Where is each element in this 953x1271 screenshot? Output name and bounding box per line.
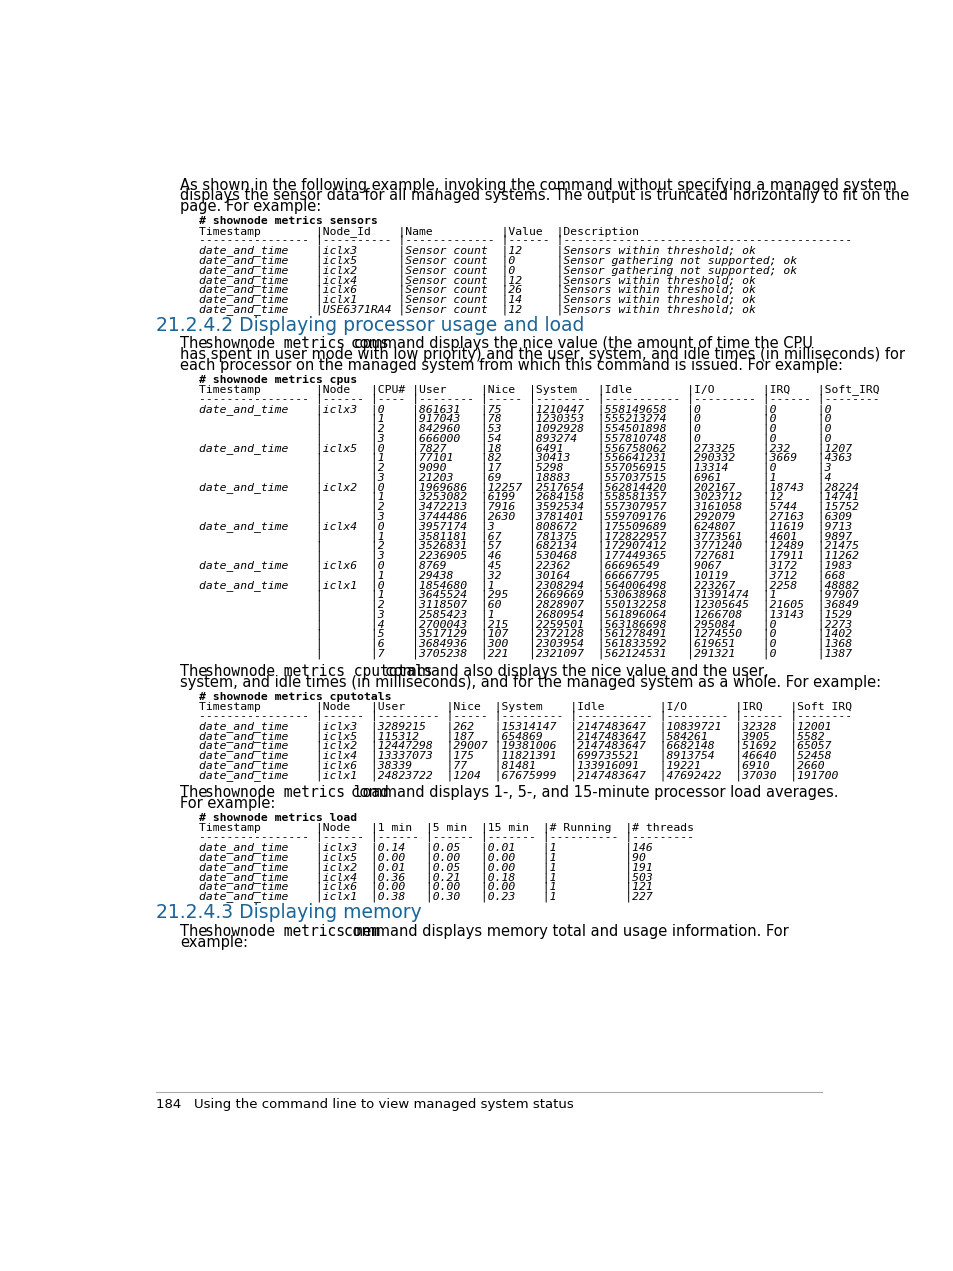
- Text: The: The: [180, 924, 212, 939]
- Text: date_and_time    |iclx4  |13337073  |175   |11821391  |699735521   |8913754   |4: date_and_time |iclx4 |13337073 |175 |118…: [199, 750, 831, 761]
- Text: |       |1    |3253082  |6199  |2684158  |558581357   |3023712   |12     |14741: | |1 |3253082 |6199 |2684158 |558581357 …: [199, 492, 859, 502]
- Text: |       |3    |666000   |54    |893274   |557810748   |0         |0      |0: | |3 |666000 |54 |893274 |557810748 |0 |…: [199, 433, 831, 444]
- Text: each processor on the managed system from which this command is issued. For exam: each processor on the managed system fro…: [180, 357, 842, 372]
- Text: date_and_time    |iclx6  |38339     |77    |81481     |133916091   |19221     |6: date_and_time |iclx6 |38339 |77 |81481 |…: [199, 760, 823, 771]
- Text: date_and_time    |iclx4  |0    |3957174  |3     |808672   |175509689   |624807  : date_and_time |iclx4 |0 |3957174 |3 |808…: [199, 521, 851, 533]
- Text: The: The: [180, 785, 212, 801]
- Text: shownode metrics cpus: shownode metrics cpus: [205, 337, 388, 351]
- Text: date_and_time    |iclx2      |Sensor count  |0      |Sensor gathering not suppor: date_and_time |iclx2 |Sensor count |0 |S…: [199, 264, 797, 276]
- Text: |       |2    |842960   |53    |1092928  |554501898   |0         |0      |0: | |2 |842960 |53 |1092928 |554501898 |0 …: [199, 423, 831, 433]
- Text: date_and_time    |USE6371RA4 |Sensor count  |12     |Sensors within threshold; o: date_and_time |USE6371RA4 |Sensor count …: [199, 304, 755, 315]
- Text: date_and_time    |iclx2  |0.01   |0.05   |0.00    |1          |191: date_and_time |iclx2 |0.01 |0.05 |0.00 |…: [199, 862, 652, 873]
- Text: date_and_time    |iclx5  |0.00   |0.00   |0.00    |1          |90: date_and_time |iclx5 |0.00 |0.00 |0.00 |…: [199, 852, 645, 863]
- Text: date_and_time    |iclx6      |Sensor count  |26     |Sensors within threshold; o: date_and_time |iclx6 |Sensor count |26 |…: [199, 285, 755, 295]
- Text: ---------------- |---------- |------------- |------ |---------------------------: ---------------- |---------- |----------…: [199, 235, 851, 245]
- Text: date_and_time    |iclx5  |0    |7827     |18    |6491     |556758062   |273325  : date_and_time |iclx5 |0 |7827 |18 |6491 …: [199, 444, 851, 454]
- Text: # shownode metrics cpus: # shownode metrics cpus: [199, 375, 356, 385]
- Text: example:: example:: [180, 935, 248, 951]
- Text: |       |7    |3705238  |221   |2321097  |562124531   |291321    |0      |1387: | |7 |3705238 |221 |2321097 |562124531 |…: [199, 648, 851, 660]
- Text: The: The: [180, 665, 212, 679]
- Text: |       |2    |3472213  |7916  |3592534  |557307957   |3161058   |5744   |15752: | |2 |3472213 |7916 |3592534 |557307957 …: [199, 502, 859, 512]
- Text: |       |5    |3517129  |107   |2372128  |561278491   |1274550   |0      |1402: | |5 |3517129 |107 |2372128 |561278491 |…: [199, 629, 851, 639]
- Text: # shownode metrics sensors: # shownode metrics sensors: [199, 216, 377, 226]
- Text: 21.2.4.2 Displaying processor usage and load: 21.2.4.2 Displaying processor usage and …: [156, 315, 584, 334]
- Text: |       |2    |3118507  |60    |2828907  |550132258   |12305645  |21605  |36849: | |2 |3118507 |60 |2828907 |550132258 |1…: [199, 600, 859, 610]
- Text: page. For example:: page. For example:: [180, 200, 321, 215]
- Text: |       |6    |3684936  |300   |2303954  |561833592   |619651    |0      |1368: | |6 |3684936 |300 |2303954 |561833592 |…: [199, 639, 851, 649]
- Text: The: The: [180, 337, 212, 351]
- Text: Timestamp        |Node   |CPU# |User     |Nice  |System   |Idle        |I/O     : Timestamp |Node |CPU# |User |Nice |Syste…: [199, 384, 879, 395]
- Text: date_and_time    |iclx4      |Sensor count  |12     |Sensors within threshold; o: date_and_time |iclx4 |Sensor count |12 |…: [199, 275, 755, 286]
- Text: displays the sensor data for all managed systems. The output is truncated horizo: displays the sensor data for all managed…: [180, 188, 908, 203]
- Text: date_and_time    |iclx1  |0.38   |0.30   |0.23    |1          |227: date_and_time |iclx1 |0.38 |0.30 |0.23 |…: [199, 891, 652, 902]
- Text: shownode metrics cputotals: shownode metrics cputotals: [205, 665, 432, 679]
- Text: command also displays the nice value and the user,: command also displays the nice value and…: [380, 665, 768, 679]
- Text: |       |1    |3645524  |295   |2669669  |530638968   |31391474  |1      |97907: | |1 |3645524 |295 |2669669 |530638968 |…: [199, 590, 859, 600]
- Text: command displays 1-, 5-, and 15-minute processor load averages.: command displays 1-, 5-, and 15-minute p…: [347, 785, 838, 801]
- Text: |       |3    |2236905  |46    |530468   |177449365   |727681    |17911  |11262: | |3 |2236905 |46 |530468 |177449365 |72…: [199, 550, 859, 562]
- Text: date_and_time    |iclx6  |0.00   |0.00   |0.00    |1          |121: date_and_time |iclx6 |0.00 |0.00 |0.00 |…: [199, 882, 652, 892]
- Text: date_and_time    |iclx3  |0    |861631   |75    |1210447  |558149658   |0       : date_and_time |iclx3 |0 |861631 |75 |121…: [199, 404, 831, 414]
- Text: |       |1    |29438    |32    |30164    |66667795    |10119     |3712   |668: | |1 |29438 |32 |30164 |66667795 |10119 …: [199, 571, 844, 581]
- Text: date_and_time    |iclx4  |0.36   |0.21   |0.18    |1          |503: date_and_time |iclx4 |0.36 |0.21 |0.18 |…: [199, 872, 652, 882]
- Text: shownode metrics mem: shownode metrics mem: [205, 924, 379, 939]
- Text: # shownode metrics load: # shownode metrics load: [199, 813, 356, 822]
- Text: date_and_time    |iclx1      |Sensor count  |14     |Sensors within threshold; o: date_and_time |iclx1 |Sensor count |14 |…: [199, 295, 755, 305]
- Text: command displays the nice value (the amount of time the CPU: command displays the nice value (the amo…: [347, 337, 812, 351]
- Text: |       |1    |77101    |82    |30413    |556641231   |290332    |3669   |4363: | |1 |77101 |82 |30413 |556641231 |29033…: [199, 452, 851, 464]
- Text: |       |3    |3744486  |2630  |3781401  |559709176   |292079    |27163  |6309: | |3 |3744486 |2630 |3781401 |559709176 …: [199, 511, 851, 522]
- Text: Timestamp        |Node_Id    |Name          |Value  |Description: Timestamp |Node_Id |Name |Value |Descrip…: [199, 226, 639, 236]
- Text: date_and_time    |iclx3  |3289215   |262   |15314147  |2147483647  |10839721  |3: date_and_time |iclx3 |3289215 |262 |1531…: [199, 721, 831, 732]
- Text: shownode metrics load: shownode metrics load: [205, 785, 388, 801]
- Text: |       |2    |3526831  |57    |682134   |172907412   |3771240   |12489  |21475: | |2 |3526831 |57 |682134 |172907412 |37…: [199, 541, 859, 552]
- Text: command displays memory total and usage information. For: command displays memory total and usage …: [340, 924, 788, 939]
- Text: ---------------- |------ |---- |-------- |----- |-------- |----------- |--------: ---------------- |------ |---- |--------…: [199, 393, 879, 404]
- Text: |       |3    |2585423  |1     |2680954  |561896064   |1266708   |13143  |1529: | |3 |2585423 |1 |2680954 |561896064 |12…: [199, 609, 851, 620]
- Text: ---------------- |------ |--------- |----- |--------- |----------- |--------- |-: ---------------- |------ |--------- |---…: [199, 710, 851, 721]
- Text: date_and_time    |iclx2  |0    |1969686  |12257 |2517654  |562814420   |202167  : date_and_time |iclx2 |0 |1969686 |12257 …: [199, 482, 859, 493]
- Text: |       |1    |917043   |78    |1230353  |555213274   |0         |0      |0: | |1 |917043 |78 |1230353 |555213274 |0 …: [199, 413, 831, 425]
- Text: system, and idle times (in milliseconds), and for the managed system as a whole.: system, and idle times (in milliseconds)…: [180, 675, 880, 690]
- Text: date_and_time    |iclx3      |Sensor count  |12     |Sensors within threshold; o: date_and_time |iclx3 |Sensor count |12 |…: [199, 245, 755, 257]
- Text: |       |2    |9090     |17    |5298     |557056915   |13314     |0      |3: | |2 |9090 |17 |5298 |557056915 |13314 |…: [199, 463, 831, 473]
- Text: |       |1    |3581181  |67    |781375   |172822957   |3773561   |4601   |9897: | |1 |3581181 |67 |781375 |172822957 |37…: [199, 531, 851, 541]
- Text: |       |4    |2700043  |215   |2259501  |563186698   |295084    |0      |2273: | |4 |2700043 |215 |2259501 |563186698 |…: [199, 619, 851, 629]
- Text: For example:: For example:: [180, 796, 275, 811]
- Text: date_and_time    |iclx5  |115312    |187   |654869    |2147483647  |584261    |3: date_and_time |iclx5 |115312 |187 |65486…: [199, 731, 823, 742]
- Text: 184   Using the command line to view managed system status: 184 Using the command line to view manag…: [156, 1098, 574, 1111]
- Text: 21.2.4.3 Displaying memory: 21.2.4.3 Displaying memory: [156, 902, 421, 921]
- Text: Timestamp        |Node   |User      |Nice  |System    |Idle        |I/O       |I: Timestamp |Node |User |Nice |System |Idl…: [199, 702, 851, 712]
- Text: Timestamp        |Node   |1 min  |5 min  |15 min  |# Running  |# threads: Timestamp |Node |1 min |5 min |15 min |#…: [199, 822, 694, 834]
- Text: date_and_time    |iclx5      |Sensor count  |0      |Sensor gathering not suppor: date_and_time |iclx5 |Sensor count |0 |S…: [199, 255, 797, 266]
- Text: ---------------- |------ |------ |------ |------- |---------- |---------: ---------------- |------ |------ |------…: [199, 831, 694, 843]
- Text: has spent in user mode with low priority) and the user, system, and idle times (: has spent in user mode with low priority…: [180, 347, 904, 362]
- Text: |       |3    |21203    |69    |18883    |557037515   |6961      |1      |4: | |3 |21203 |69 |18883 |557037515 |6961 …: [199, 473, 831, 483]
- Text: date_and_time    |iclx2  |12447298  |29007 |19381006  |2147483647  |6682148   |5: date_and_time |iclx2 |12447298 |29007 |1…: [199, 741, 831, 751]
- Text: date_and_time    |iclx6  |0    |8769     |45    |22362    |66696549    |9067    : date_and_time |iclx6 |0 |8769 |45 |22362…: [199, 561, 851, 572]
- Text: # shownode metrics cputotals: # shownode metrics cputotals: [199, 691, 391, 702]
- Text: date_and_time    |iclx3  |0.14   |0.05   |0.01    |1          |146: date_and_time |iclx3 |0.14 |0.05 |0.01 |…: [199, 843, 652, 853]
- Text: date_and_time    |iclx1  |0    |1854680  |1     |2308294  |564006498   |223267  : date_and_time |iclx1 |0 |1854680 |1 |230…: [199, 580, 859, 591]
- Text: date_and_time    |iclx1  |24823722  |1204  |67675999  |2147483647  |47692422  |3: date_and_time |iclx1 |24823722 |1204 |67…: [199, 770, 838, 780]
- Text: As shown in the following example, invoking the command without specifying a man: As shown in the following example, invok…: [180, 178, 896, 193]
